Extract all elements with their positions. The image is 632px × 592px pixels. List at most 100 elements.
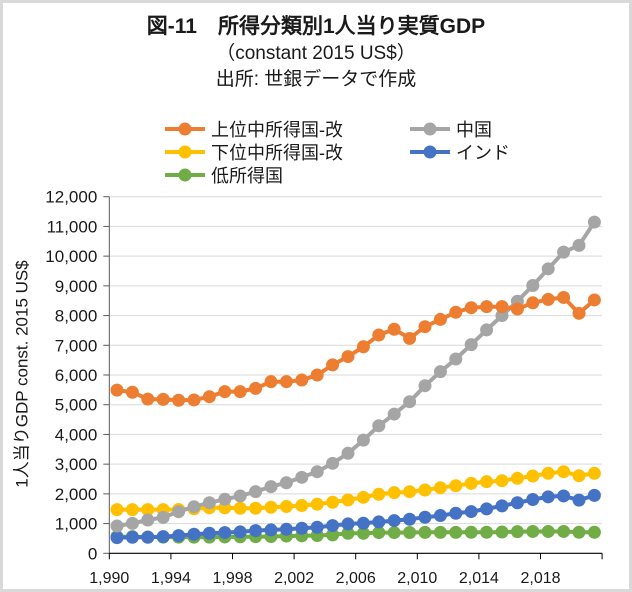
data-point [279, 375, 293, 389]
data-point [141, 392, 155, 406]
data-point [110, 531, 124, 545]
data-point [141, 530, 155, 544]
data-point [249, 381, 263, 395]
data-point [433, 481, 447, 495]
data-point [587, 488, 601, 502]
data-point [480, 502, 494, 516]
data-point [372, 515, 386, 529]
data-point [356, 526, 370, 540]
y-tick-label: 7,000 [55, 336, 98, 355]
y-tick-label: 4,000 [55, 425, 98, 444]
legend-item: 中国 [408, 118, 492, 140]
data-point [233, 489, 247, 503]
y-tick-label: 6,000 [55, 366, 98, 385]
chart-source-note: 出所: 世銀データで作成 [215, 69, 417, 90]
data-point [418, 379, 432, 393]
x-tick-label: 2,006 [336, 570, 376, 587]
data-point [495, 525, 509, 539]
data-point [572, 238, 586, 252]
data-point [449, 479, 463, 493]
data-point [541, 490, 555, 504]
data-point [326, 358, 340, 372]
data-point [310, 368, 324, 382]
data-point [449, 352, 463, 366]
data-point [557, 465, 571, 479]
data-point [464, 301, 478, 315]
data-point [264, 480, 278, 494]
y-tick-label: 0 [88, 544, 97, 563]
data-point [403, 395, 417, 409]
data-point [264, 523, 278, 537]
data-point [464, 476, 478, 490]
data-point [110, 503, 124, 517]
data-point [310, 520, 324, 534]
data-point [341, 526, 355, 540]
data-point [187, 393, 201, 407]
data-point [510, 496, 524, 510]
data-point [418, 510, 432, 524]
data-point [495, 474, 509, 488]
legend-swatch-icon [410, 145, 450, 159]
y-tick-label: 12,000 [45, 188, 97, 207]
y-tick-label: 2,000 [55, 485, 98, 504]
data-point [572, 306, 586, 320]
data-point [449, 525, 463, 539]
data-point [141, 503, 155, 517]
data-point [341, 350, 355, 364]
data-point [172, 505, 186, 519]
data-point [279, 522, 293, 536]
data-point [464, 525, 478, 539]
data-point [125, 530, 139, 544]
data-point [356, 490, 370, 504]
chart-subtitle: （constant 2015 US$） [216, 43, 416, 64]
data-point [202, 390, 216, 404]
data-point [326, 519, 340, 533]
data-point [557, 245, 571, 259]
data-point [310, 497, 324, 511]
data-point [187, 527, 201, 541]
y-tick-label: 11,000 [47, 217, 98, 236]
legend-swatch-icon [165, 122, 205, 136]
data-point [310, 465, 324, 479]
data-point [572, 469, 586, 483]
data-point [464, 338, 478, 352]
data-point [279, 500, 293, 514]
data-point [387, 322, 401, 336]
data-point [249, 501, 263, 515]
data-point [341, 446, 355, 460]
data-point [541, 292, 555, 306]
data-point [279, 476, 293, 490]
data-point [356, 433, 370, 447]
y-tick-label: 5,000 [55, 396, 98, 415]
data-point [356, 340, 370, 354]
data-point [156, 530, 170, 544]
legend-label: 下位中所得国-改 [211, 143, 343, 163]
x-tick-label: 1,994 [151, 570, 191, 587]
data-point [541, 262, 555, 276]
data-point [403, 525, 417, 539]
data-point [249, 485, 263, 499]
x-tick-label: 1,990 [89, 570, 129, 587]
data-point [233, 385, 247, 399]
data-point [110, 383, 124, 397]
data-point [572, 525, 586, 539]
data-point [326, 456, 340, 470]
legend-item: 下位中所得国-改 [163, 141, 343, 163]
data-point [418, 320, 432, 334]
data-point [218, 492, 232, 506]
data-point [526, 279, 540, 293]
data-point [372, 526, 386, 540]
data-point [295, 521, 309, 535]
legend-swatch-icon [165, 145, 205, 159]
data-point [341, 517, 355, 531]
data-point [187, 500, 201, 514]
data-point [264, 500, 278, 514]
data-point [480, 300, 494, 314]
data-point [356, 516, 370, 530]
chart-title: 図-11 所得分類別1人当り実質GDP [146, 15, 486, 38]
y-tick-label: 9,000 [55, 277, 98, 296]
data-point [587, 525, 601, 539]
legend-swatch-icon [410, 122, 450, 136]
data-point [156, 392, 170, 406]
